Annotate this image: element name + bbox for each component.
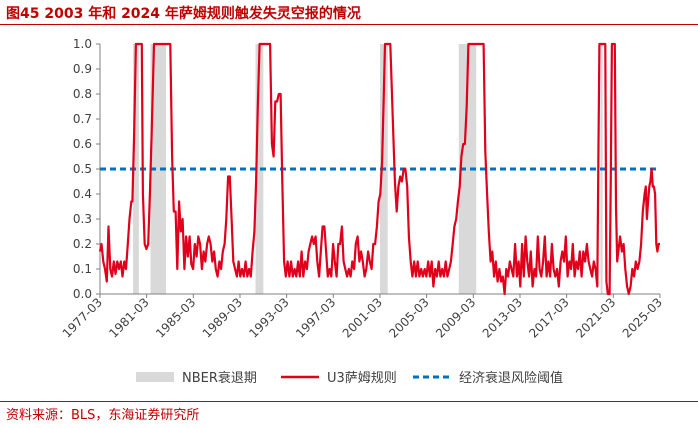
y-tick-label: 0.8 — [73, 87, 92, 101]
x-tick-label: 1985-03 — [153, 295, 198, 340]
y-tick-label: 0.9 — [73, 62, 92, 76]
recession-band — [255, 44, 264, 294]
source-note: 资料来源：BLS，东海证券研究所 — [6, 408, 200, 423]
legend-label: 经济衰退风险阈值 — [459, 370, 563, 386]
y-tick-label: 0.2 — [73, 237, 92, 251]
x-tick-label: 2017-03 — [526, 295, 571, 340]
x-tick-label: 2021-03 — [573, 295, 618, 340]
y-tick-label: 0.5 — [73, 162, 92, 176]
x-tick-label: 2013-03 — [480, 295, 525, 340]
legend-label: U3萨姆规则 — [327, 371, 397, 386]
x-tick-label: 1997-03 — [293, 295, 338, 340]
x-tick-label: 2009-03 — [433, 295, 478, 340]
legend-label: NBER衰退期 — [182, 370, 257, 386]
x-tick-label: 1993-03 — [246, 295, 291, 340]
x-tick-label: 2005-03 — [386, 295, 431, 340]
x-tick-label: 2025-03 — [620, 295, 665, 340]
y-tick-label: 0.7 — [73, 112, 92, 126]
y-tick-label: 0.4 — [73, 187, 92, 201]
sahm-rule-line — [98, 42, 660, 296]
x-tick-label: 1977-03 — [60, 295, 105, 340]
y-tick-label: 0.0 — [73, 287, 92, 301]
y-tick-label: 1.0 — [73, 37, 92, 51]
legend-recession-swatch — [136, 372, 174, 382]
x-tick-label: 1981-03 — [106, 295, 151, 340]
x-tick-label: 2001-03 — [340, 295, 385, 340]
y-tick-label: 0.6 — [73, 137, 92, 151]
source-divider — [0, 401, 698, 402]
recession-band — [150, 44, 167, 294]
title-divider — [0, 24, 698, 25]
recession-band — [458, 44, 477, 294]
chart-title: 图45 2003 年和 2024 年萨姆规则触发失灵空报的情况 — [6, 6, 361, 22]
y-tick-label: 0.3 — [73, 212, 92, 226]
x-tick-label: 1989-03 — [200, 295, 245, 340]
y-tick-label: 0.1 — [73, 262, 92, 276]
